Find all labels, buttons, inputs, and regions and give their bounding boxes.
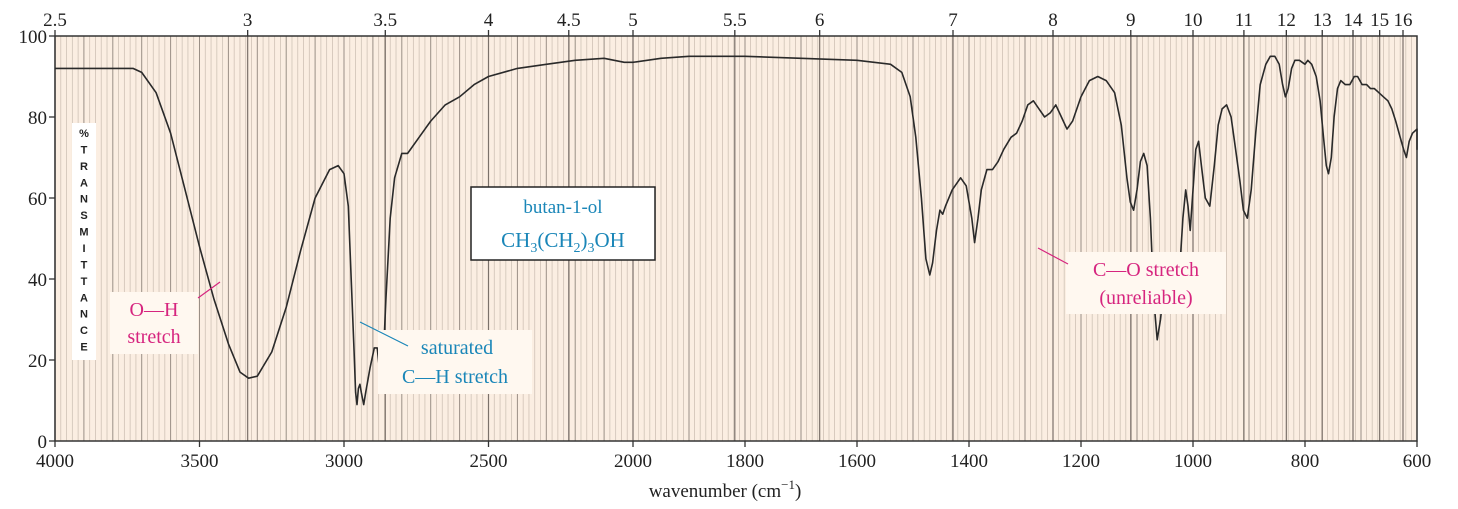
- y-tick-label: 80: [28, 108, 47, 129]
- annotation-ch-leader: [359, 321, 409, 347]
- top-tick-label: 12: [1277, 10, 1296, 31]
- x-tick-label: 1000: [1174, 451, 1212, 472]
- y-tick-label: 20: [28, 351, 47, 372]
- annotation-co-line2: (unreliable): [1099, 287, 1192, 309]
- y-axis-title-letter: R: [80, 161, 88, 173]
- y-axis-title-letter: %: [79, 128, 89, 140]
- x-tick-label: 1600: [838, 451, 876, 472]
- x-tick-label: 2500: [470, 451, 508, 472]
- y-tick-label: 60: [28, 189, 47, 210]
- top-tick-label: 6: [815, 10, 825, 31]
- x-tick-label: 4000: [36, 451, 74, 472]
- y-tick-label: 0: [38, 432, 48, 453]
- x-axis-ticks-micrometers: 2.5 3 3.5 4 4.5 5 5.5 6 7 8 9 10 11 12 13 14 15 16: [43, 10, 1413, 36]
- compound-name: butan-1-ol: [523, 197, 602, 218]
- annotation-oh-line2: stretch: [127, 326, 180, 348]
- y-axis-title-background: [72, 123, 96, 360]
- top-tick-label: 2.5: [43, 10, 67, 31]
- top-tick-label: 5.5: [723, 10, 747, 31]
- annotation-oh-line1: O—H: [130, 299, 179, 321]
- y-axis-title-letter: E: [80, 342, 87, 354]
- annotation-co-line1: C—O stretch: [1093, 259, 1199, 281]
- top-tick-label: 13: [1313, 10, 1332, 31]
- y-axis-title-letter: N: [80, 309, 88, 321]
- compound-label-box: butan-1-ol CH3(CH2)3OH: [470, 186, 656, 261]
- x-tick-label: 800: [1291, 451, 1320, 472]
- annotation-co-leader: [1037, 247, 1069, 265]
- y-tick-label: 40: [28, 270, 47, 291]
- top-tick-label: 3.5: [373, 10, 397, 31]
- annotation-ch-background: [378, 330, 532, 394]
- top-tick-label: 9: [1126, 10, 1136, 31]
- compound-box-frame: [470, 186, 656, 261]
- compound-formula: CH3(CH2)3OH: [501, 228, 625, 256]
- annotation-ch-line1: saturated: [421, 337, 493, 359]
- plot-frame: [54, 35, 1418, 442]
- y-axis-title-letter: T: [81, 276, 88, 288]
- y-axis-ticks: 0 20 40 60 80 100: [19, 27, 55, 453]
- y-tick-label: 100: [19, 27, 48, 48]
- top-tick-label: 4.5: [557, 10, 581, 31]
- top-tick-label: 16: [1394, 10, 1413, 31]
- y-axis-title-letter: T: [81, 144, 88, 156]
- annotation-oh-background: [110, 292, 198, 354]
- annotation-ch-stretch: saturated C—H stretch: [359, 321, 532, 394]
- top-tick-label: 15: [1370, 10, 1389, 31]
- series-line: [55, 55, 1418, 406]
- top-tick-label: 10: [1184, 10, 1203, 31]
- y-axis-title-letter: S: [80, 210, 87, 222]
- y-axis-title-letter: C: [80, 325, 88, 337]
- y-axis-title-letter: A: [80, 292, 88, 304]
- x-tick-label: 3000: [325, 451, 363, 472]
- top-tick-label: 7: [948, 10, 958, 31]
- annotation-oh-stretch: O—H stretch: [110, 281, 221, 354]
- y-axis-title-letter: A: [80, 177, 88, 189]
- y-axis-title-letter: N: [80, 194, 88, 206]
- y-axis-title-letter: M: [79, 227, 88, 239]
- gridlines: [54, 36, 1418, 441]
- x-tick-label: 600: [1403, 451, 1432, 472]
- y-axis-title-letter: T: [81, 259, 88, 271]
- y-axis-title-letter: I: [82, 243, 85, 255]
- x-tick-label: 3500: [181, 451, 219, 472]
- x-axis-ticks-wavenumber: 4000 3500 3000 2500 2000 1800 1600 1400 1200 1000…: [36, 441, 1431, 472]
- x-tick-label: 1800: [726, 451, 764, 472]
- x-tick-label: 1200: [1062, 451, 1100, 472]
- annotation-oh-leader: [197, 281, 221, 299]
- top-tick-label: 11: [1235, 10, 1253, 31]
- top-tick-label: 14: [1344, 10, 1364, 31]
- band-gridlines: [54, 36, 1404, 441]
- top-tick-label: 8: [1048, 10, 1058, 31]
- top-tick-label: 5: [628, 10, 638, 31]
- x-tick-label: 2000: [614, 451, 652, 472]
- annotation-co-background: [1066, 252, 1226, 314]
- top-tick-label: 3: [243, 10, 253, 31]
- annotation-co-stretch: C—O stretch (unreliable): [1037, 247, 1226, 314]
- plot-area: [55, 36, 1417, 441]
- x-axis-title: wavenumber (cm−1): [649, 477, 802, 502]
- top-tick-label: 4: [484, 10, 494, 31]
- annotation-ch-line2: C—H stretch: [402, 366, 508, 388]
- x-tick-label: 1400: [950, 451, 988, 472]
